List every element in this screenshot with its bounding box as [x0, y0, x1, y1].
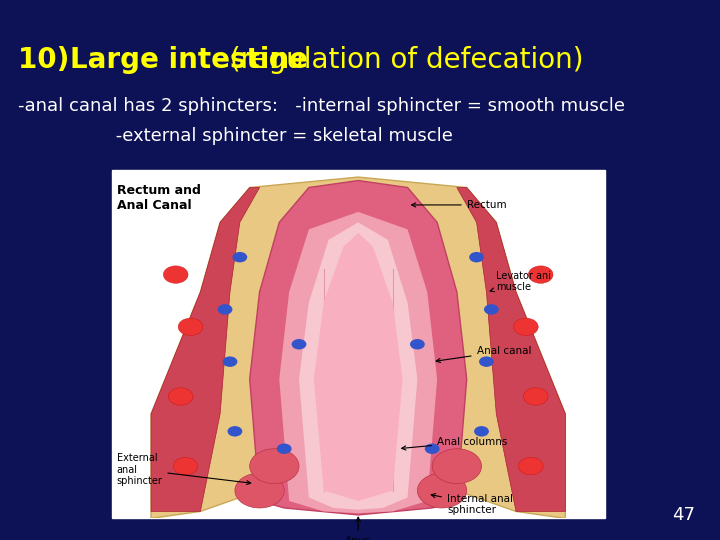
Polygon shape: [250, 180, 467, 515]
Circle shape: [178, 318, 203, 335]
Circle shape: [513, 318, 539, 335]
Text: Large intestine: Large intestine: [70, 46, 308, 74]
Circle shape: [528, 266, 553, 284]
Text: -external sphincter = skeletal muscle: -external sphincter = skeletal muscle: [18, 127, 453, 145]
Circle shape: [276, 443, 292, 454]
Text: Anal columns: Anal columns: [402, 437, 508, 450]
Circle shape: [418, 473, 467, 508]
Circle shape: [474, 426, 489, 436]
Circle shape: [432, 449, 482, 484]
Polygon shape: [314, 233, 402, 501]
Circle shape: [228, 426, 243, 436]
Circle shape: [217, 304, 233, 315]
Circle shape: [250, 449, 299, 484]
Circle shape: [292, 339, 307, 349]
Text: 47: 47: [672, 506, 695, 524]
Polygon shape: [279, 212, 437, 513]
Circle shape: [233, 252, 247, 262]
Circle shape: [163, 266, 188, 284]
Circle shape: [484, 304, 499, 315]
Polygon shape: [299, 222, 418, 510]
Text: Internal anal
sphincter: Internal anal sphincter: [431, 494, 513, 515]
Text: Rectum and
Anal Canal: Rectum and Anal Canal: [117, 184, 200, 212]
Circle shape: [523, 388, 548, 405]
Circle shape: [222, 356, 238, 367]
Text: (regulation of defecation): (regulation of defecation): [221, 46, 583, 74]
Text: Anus: Anus: [346, 517, 371, 540]
Text: 10): 10): [18, 46, 108, 74]
Polygon shape: [151, 177, 565, 518]
Text: External
anal
sphincter: External anal sphincter: [117, 453, 251, 486]
Circle shape: [518, 457, 543, 475]
Text: -anal canal has 2 sphincters:   -internal sphincter = smooth muscle: -anal canal has 2 sphincters: -internal …: [18, 97, 625, 115]
Circle shape: [425, 443, 440, 454]
Circle shape: [174, 457, 198, 475]
Text: Rectum: Rectum: [412, 200, 506, 210]
Polygon shape: [457, 187, 565, 511]
Circle shape: [168, 388, 193, 405]
Text: Levator ani
muscle: Levator ani muscle: [490, 271, 552, 292]
Circle shape: [479, 356, 494, 367]
Circle shape: [469, 252, 484, 262]
Circle shape: [235, 473, 284, 508]
Polygon shape: [151, 187, 260, 511]
Text: Anal canal: Anal canal: [436, 346, 531, 362]
Circle shape: [410, 339, 425, 349]
